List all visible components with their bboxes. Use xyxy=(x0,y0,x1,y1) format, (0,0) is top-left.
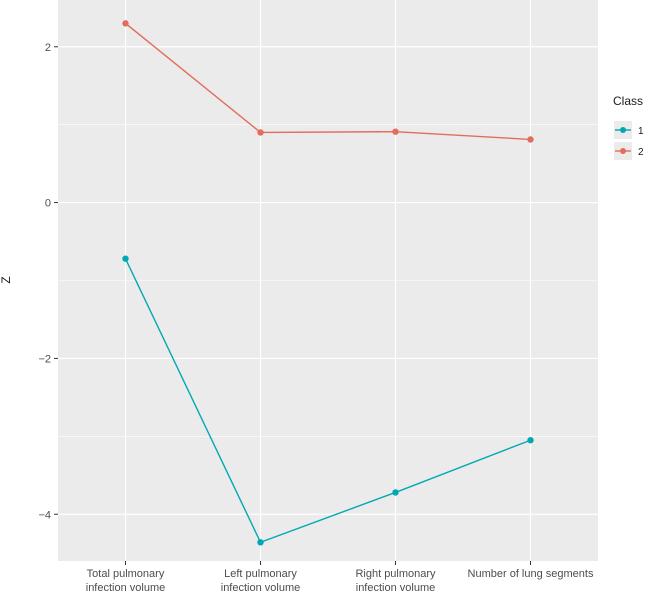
y-tick-label: −4 xyxy=(38,509,51,521)
data-point xyxy=(527,437,534,444)
major-gridlines xyxy=(58,0,598,561)
x-axis-ticks: Total pulmonary infection volume Left pulm… xyxy=(86,561,594,592)
data-point xyxy=(527,136,534,143)
data-point xyxy=(122,255,129,262)
series-2 xyxy=(122,20,534,143)
legend: Class 12 xyxy=(606,86,649,162)
y-tick-label: 0 xyxy=(45,198,51,210)
legend-key-point xyxy=(620,148,626,154)
x-tick-label: Number of lung segments xyxy=(468,568,594,580)
x-tick-label: Right pulmonary infection volume xyxy=(355,568,436,592)
legend-title: Class xyxy=(613,94,643,108)
legend-label: 1 xyxy=(638,126,644,137)
y-tick-label: −2 xyxy=(38,353,51,365)
data-point xyxy=(392,128,399,135)
data-point xyxy=(392,489,399,496)
legend-item-1: 1 xyxy=(614,121,644,139)
series-line xyxy=(125,22,531,141)
y-axis-label: Z xyxy=(0,276,13,283)
x-tick-label: Left pulmonary infection volume xyxy=(221,568,301,592)
y-axis-ticks: 2 0 −2 −4 xyxy=(38,42,58,521)
y-tick-label: 2 xyxy=(45,42,51,54)
series-1 xyxy=(122,255,534,546)
minor-gridlines xyxy=(58,124,598,437)
legend-item-2: 2 xyxy=(614,142,644,160)
data-point xyxy=(257,539,264,546)
legend-label: 2 xyxy=(638,147,644,158)
legend-items: 12 xyxy=(614,121,644,160)
data-point xyxy=(257,129,264,136)
data-point xyxy=(122,20,129,27)
series-line xyxy=(124,258,531,544)
series-layer xyxy=(122,20,534,546)
x-tick-label: Total pulmonary infection volume xyxy=(86,568,166,592)
legend-key-point xyxy=(620,127,626,133)
